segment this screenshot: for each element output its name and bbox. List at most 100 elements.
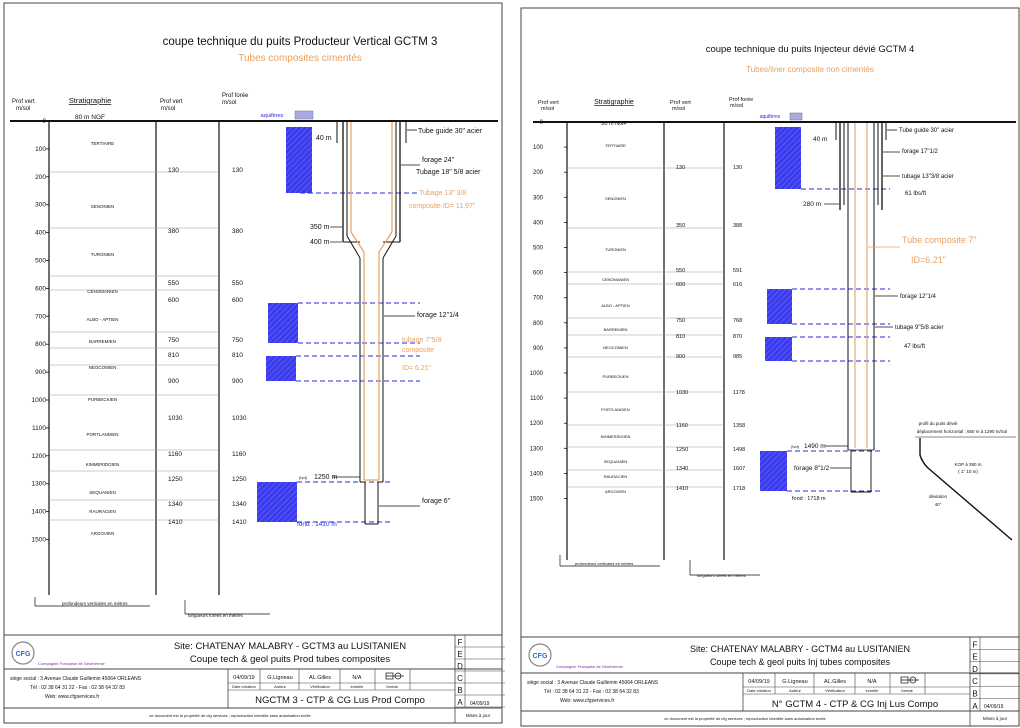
projection-symbol-icon: [900, 676, 919, 684]
label-tubage18: Tubage 18" 5/8 acier: [416, 169, 481, 176]
label-tubage9: tubage 9"5/8 acier: [895, 325, 944, 331]
col-prof-vert2-unit: m/sol: [672, 106, 685, 112]
sheet-border: [520, 7, 1020, 727]
depth-tick-label: 1300: [32, 481, 47, 488]
col-prof-foree-unit: m/sol: [730, 103, 743, 109]
aquifer-zone-dogger: [760, 451, 787, 491]
col-prof-vert2: Prof vert: [670, 100, 691, 106]
caption-vert: profondeurs verticales en mètres: [62, 601, 128, 606]
foree-depth-value: 900: [232, 378, 243, 385]
foree-depth-value: 750: [232, 337, 243, 344]
footer-author-lbl: Auteur: [274, 684, 286, 689]
foree-depth-value: 1250: [232, 476, 247, 483]
strata-label: ARGOVIEN: [605, 489, 626, 494]
depth-tick-label: 1000: [32, 397, 47, 404]
label-forage8: forage 8"1/2: [794, 465, 830, 472]
depth-tick-label: 1200: [32, 453, 47, 460]
label-47lbs: 47 lbs/ft: [904, 344, 925, 350]
label-fond: fond : 1718 m: [792, 496, 826, 502]
footer-verif: AL.Gilles: [309, 675, 331, 681]
label-profil: profil du puits dévié: [919, 421, 958, 426]
col-prof-foree-unit: m/sol: [222, 100, 236, 106]
aquifer-marker: [294, 110, 314, 120]
cfg-logo-text: CFG: [533, 653, 548, 660]
label-1250m-prefix: (tvd): [299, 475, 308, 480]
well-schematic: [336, 122, 407, 525]
strata-label: PORTLANDIEN: [87, 432, 119, 437]
foree-depth-value: 380: [232, 228, 243, 235]
revision-letter: F: [458, 638, 463, 647]
col-prof-vert: Prof vert: [12, 99, 35, 105]
footer-desc: Coupe tech & geol puits Prod tubes compo…: [190, 654, 390, 665]
title-block: CFG Compagnie Française de Géothermie Si…: [4, 634, 505, 723]
vert-depth-value: 550: [168, 280, 179, 287]
col-prof-vert-unit: m/sol: [541, 106, 554, 112]
vert-depth-value: 130: [676, 165, 685, 171]
strata-label: BARREMIEN: [604, 327, 628, 332]
aquiferes-label: aquifères: [261, 113, 284, 119]
footer-desc: Coupe tech & geol puits Inj tubes compos…: [710, 657, 891, 667]
footer-drawing: N° GCTM 4 - CTP & CG Inj Lus Compo: [772, 699, 938, 710]
vert-depth-value: 1340: [676, 466, 688, 472]
aquifer-zone-tertiaire: [775, 127, 801, 189]
vert-depth-value: 600: [168, 297, 179, 304]
footer-date-lbl: Date création: [232, 684, 256, 689]
well-schematic: [835, 123, 887, 493]
label-40m: 40 m: [813, 136, 827, 143]
foree-depth-value: 1718: [733, 486, 745, 492]
footer-drawing: NGCTM 3 - CTP & CG Lus Prod Compo: [255, 695, 425, 706]
footer-scale-lbl: échelle: [351, 684, 364, 689]
cfg-logo: [11, 641, 35, 665]
strata-label: PURBECKIEN: [602, 374, 628, 379]
label-1490m: 1490 m: [804, 443, 826, 450]
revision-letter: C: [972, 677, 978, 686]
label-deplacement: déplacement horizontal ; 650 m à 1290 m/…: [917, 429, 1008, 434]
strata-label: PURBECKIEN: [88, 397, 117, 402]
col-prof-vert2-unit: m/sol: [161, 106, 175, 112]
foree-depth-value: 616: [733, 282, 742, 288]
foree-depth-value: 768: [733, 318, 742, 324]
title-block: CFG Compagnie Française de Géothermie Si…: [521, 636, 1020, 726]
revision-letter: D: [457, 662, 463, 671]
foree-depth-value: 1160: [232, 451, 246, 458]
footer-legal: ce document est la propriété de cfg serv…: [149, 713, 311, 718]
vert-depth-value: 900: [676, 354, 685, 360]
foree-depth-value: 591: [733, 268, 742, 274]
vert-depth-value: 600: [676, 282, 685, 288]
depth-tick-label: 400: [533, 220, 544, 226]
strata-label: SEQUANIEN: [604, 459, 628, 464]
foree-depth-list: 130 388 591 616 768 870 985 1178 1358 1498 1607 171…: [733, 165, 745, 492]
vert-depth-value: 550: [676, 268, 685, 274]
footer-legal: ce document est la propriété de cfg serv…: [664, 716, 826, 721]
depth-tick-label: 300: [35, 202, 46, 209]
vert-depth-value: 1030: [168, 415, 183, 422]
depth-tick-label: 200: [35, 174, 46, 181]
footer-maj: Mises à jour: [466, 713, 491, 718]
strata-label: ARGOVIEN: [91, 531, 115, 536]
label-tubage7-c: ID= 6,21": [402, 365, 432, 372]
label-deviation-val: 40°: [935, 502, 942, 507]
sheet-gctm3: coupe technique du puits Producteur Vert…: [3, 2, 505, 724]
footer-tel: Tél : 02 38 64 31 22 - Fax : 02 38 64 32…: [544, 689, 639, 695]
col-strat: Stratigraphie: [69, 96, 112, 105]
col-strat: Stratigraphie: [594, 99, 634, 106]
strata-label: SENONIEN: [605, 196, 626, 201]
footer-web: Web: www.cfgservices.fr: [45, 694, 100, 700]
vert-depth-value: 750: [168, 337, 179, 344]
col-prof-foree: Prof forée: [729, 97, 753, 103]
foree-depth-value: 1340: [232, 501, 247, 508]
depth-tick-label: 1500: [32, 537, 47, 544]
vert-depth-list: 130 350 550 600 750 810 900 1030 1160 1250 1340 141…: [676, 165, 688, 492]
vert-depth-value: 1250: [676, 447, 688, 453]
col-prof-vert2: Prof vert: [160, 99, 183, 105]
footer-date: 04/09/19: [748, 679, 769, 685]
foree-depth-list: 130 380 550 600 750 810 900 1030 1160 1250 1340 141…: [232, 167, 247, 526]
revision-letter: A: [457, 698, 463, 707]
strata-label: TERTIAIRE: [91, 141, 114, 146]
footer-verif-lbl: Vérification: [825, 688, 845, 693]
vert-depth-value: 1410: [168, 519, 183, 526]
depth-tick-label: 1400: [530, 471, 544, 477]
depth-tick-label: 600: [35, 285, 46, 292]
depth-tick-label: 900: [35, 369, 46, 376]
label-350m: 350 m: [310, 224, 330, 231]
